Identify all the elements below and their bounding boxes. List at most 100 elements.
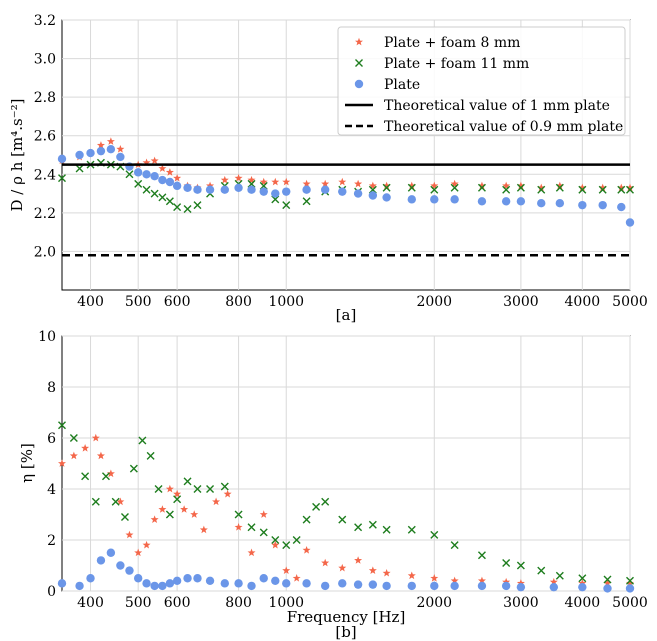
top-plate-foam-8-mm-point [247, 175, 256, 184]
bottom-plate-foam-8-mm-point [578, 579, 587, 587]
bottom-x-tick-label: 800 [225, 595, 252, 611]
top-plate-point [302, 185, 311, 194]
bottom-plate-foam-8-mm-point [212, 497, 221, 506]
top-plate-foam-11-mm-point [626, 185, 634, 194]
top-plate-point [259, 187, 268, 196]
top-plate-point [555, 199, 565, 208]
bottom-plate-foam-8-mm-point [450, 576, 459, 585]
bottom-plate-foam-8-mm-point [180, 505, 189, 513]
top-plate-point [537, 199, 546, 208]
top-plate-foam-8-mm-point [321, 179, 330, 188]
bottom-plate-point [220, 579, 229, 588]
top-plate-foam-11-mm-point [75, 164, 84, 173]
bottom-plate-point [158, 581, 167, 591]
top-plate-foam-11-mm-point [58, 174, 66, 183]
bottom-plate-foam-11-mm-point [477, 551, 486, 560]
legend: Plate + foam 8 mm Plate + foam 11 mm Plate… [337, 26, 626, 136]
top-x-tick-label: 1000 [268, 294, 304, 310]
top-plate-point [477, 197, 487, 206]
bottom-plate-point [86, 574, 95, 583]
legend-item-plate: Plate [354, 77, 420, 93]
bottom-plate-foam-8-mm-point [259, 510, 268, 518]
legend-swatch [355, 37, 363, 46]
top-plate-point [247, 185, 256, 194]
legend-item-theoretical-value-of-0-9-mm-plate: Theoretical value of 0.9 mm plate [345, 119, 623, 135]
top-plate-point [625, 218, 635, 227]
top-plate-point [382, 193, 391, 202]
top-x-ticks: 400 500 600 800 1000 2000 3000 4000 5000 [77, 294, 648, 310]
bottom-plate-foam-11-mm-point [146, 451, 155, 460]
top-y-tick-label: 3.0 [34, 52, 56, 68]
bottom-plate-foam-8-mm-point [271, 540, 280, 549]
bottom-plate-foam-11-mm-point [247, 523, 256, 532]
bottom-plate-foam-8-mm-point [190, 510, 199, 518]
bottom-x-tick-label: 4000 [565, 595, 601, 611]
top-plate-foam-11-mm-point [282, 201, 291, 210]
top-y-axis-label: D / ρ h [m⁴.s⁻²] [8, 99, 26, 212]
bottom-plate-foam-11-mm-point [81, 472, 90, 481]
bottom-plate-foam-8-mm-point [142, 540, 151, 549]
top-plate-foam-11-mm-point [183, 205, 192, 213]
bottom-x-tick-label: 500 [125, 595, 152, 611]
bottom-plate-foam-11-mm-point [354, 523, 363, 532]
bottom-plate-point [382, 581, 391, 591]
bottom-plate-foam-8-mm-point [407, 571, 416, 580]
legend-box [337, 26, 626, 136]
bottom-plate-foam-11-mm-point [282, 541, 291, 550]
top-plate-foam-8-mm-point [617, 183, 626, 192]
bottom-plate-foam-11-mm-point [578, 574, 587, 583]
top-plate-point [598, 200, 607, 210]
top-plate-foam-8-mm-point [516, 181, 525, 190]
top-plate-foam-8-mm-point [354, 179, 363, 188]
bottom-plate-point [150, 581, 159, 591]
top-plate-foam-11-mm-point [158, 193, 167, 202]
bottom-plate-foam-11-mm-point [129, 464, 138, 473]
bottom-plate-foam-8-mm-point [96, 451, 105, 460]
top-plate-foam-11-mm-point [302, 197, 311, 206]
bottom-plate-point [353, 580, 363, 589]
top-plate-point [158, 175, 167, 185]
top-panel: 400 500 600 800 1000 2000 3000 4000 5000 2.02.22… [8, 13, 648, 324]
bottom-plate-foam-11-mm-point [91, 497, 100, 506]
bottom-plate-point [516, 582, 526, 592]
top-plate-foam-8-mm-point [158, 164, 167, 172]
bottom-plate-foam-8-mm-point [354, 556, 363, 564]
top-plate-point [320, 185, 330, 194]
bottom-plate-point [183, 574, 192, 583]
top-plate-foam-11-mm-point [407, 183, 416, 192]
top-plate-point [450, 195, 459, 204]
top-plate-foam-11-mm-point [382, 183, 391, 192]
bottom-y-tick-label: 2 [47, 533, 56, 549]
bottom-panel: 400 500 600 800 1000 2000 3000 4000 5000 0 2 4 6 8 10… [18, 329, 648, 641]
bottom-plate-foam-8-mm-point [116, 497, 125, 506]
top-plate-foam-8-mm-point [96, 141, 105, 149]
bottom-plate-point [271, 576, 280, 585]
top-plate-point [150, 172, 159, 181]
bottom-x-tick-label: 1000 [268, 595, 304, 611]
top-plate-foam-8-mm-point [502, 181, 511, 190]
bottom-plate-foam-8-mm-point [292, 574, 301, 582]
bottom-plate-point [501, 581, 511, 591]
top-plate-point [96, 146, 106, 156]
top-plate-foam-8-mm-point [537, 183, 546, 192]
bottom-plate-foam-8-mm-point [158, 505, 167, 513]
top-plate-foam-8-mm-point [220, 175, 229, 184]
bottom-plate-foam-8-mm-point [549, 577, 558, 586]
top-plate-point [75, 150, 84, 160]
bottom-plate-point [125, 566, 134, 575]
top-plate-foam-11-mm-point [617, 185, 626, 194]
bottom-y-tick-label: 10 [38, 329, 56, 345]
bottom-plate-foam-8-mm-point [173, 489, 182, 498]
bottom-y-tick-label: 6 [47, 431, 56, 447]
bottom-plate-foam-8-mm-point [106, 469, 115, 478]
bottom-x-tick-label: 5000 [612, 595, 648, 611]
top-plate-foam-11-mm-point [598, 185, 607, 194]
top-plate-point [116, 152, 125, 162]
top-plate-foam-11-mm-point [125, 170, 134, 179]
bottom-plate-foam-11-mm-point [271, 536, 280, 544]
top-plate-foam-11-mm-point [477, 183, 486, 192]
bottom-x-tick-label: 400 [77, 595, 104, 611]
bottom-plate-foam-11-mm-point [302, 515, 311, 524]
bottom-plate-foam-8-mm-point [430, 574, 439, 582]
bottom-plate-foam-11-mm-point [58, 421, 66, 430]
